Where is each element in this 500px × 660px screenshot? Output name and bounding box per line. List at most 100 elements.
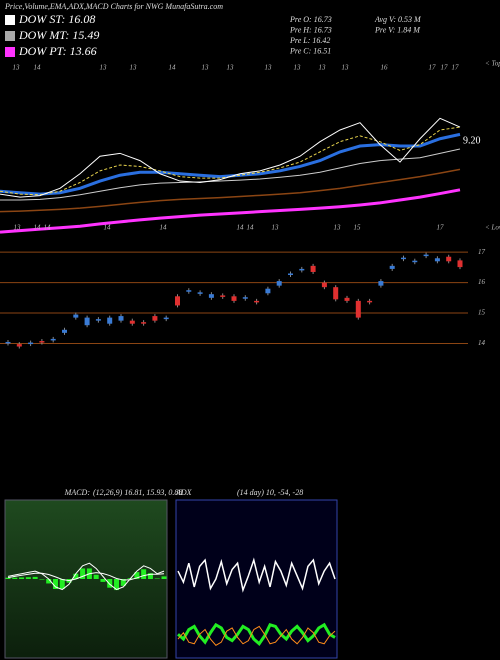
legend-entry: DOW MT: 15.49: [18, 28, 99, 42]
legend-swatch: [5, 31, 15, 41]
candle-body: [367, 300, 373, 303]
low-label: 13: [272, 224, 280, 232]
top-label: 13: [265, 64, 273, 72]
line-series: [0, 117, 461, 198]
y-tick-label: 17: [478, 248, 486, 256]
candle-body: [107, 317, 113, 324]
candle-body: [197, 292, 203, 294]
candle-body: [265, 288, 271, 294]
line-series: [177, 625, 336, 647]
candle-body: [118, 316, 124, 321]
histogram-bar: [114, 579, 120, 591]
adx-label: ADX: [175, 488, 193, 497]
candle-body: [62, 329, 67, 333]
histogram-bar: [107, 579, 113, 588]
candle-body: [39, 341, 45, 343]
histogram-bar: [80, 568, 86, 579]
info-entry: Pre O: 16.73: [289, 15, 332, 24]
candle-body: [333, 287, 339, 300]
candle-body: [73, 314, 79, 318]
histogram-bar: [147, 573, 153, 579]
info-entry: Pre H: 16.73: [289, 25, 332, 34]
legend-swatch: [5, 47, 15, 57]
candle-body: [288, 273, 293, 275]
macd-line: [7, 562, 165, 591]
histogram-bar: [93, 574, 99, 579]
line-series: [0, 168, 461, 213]
candle-body: [175, 296, 180, 306]
top-label: 13: [13, 64, 21, 72]
line-series: [0, 126, 461, 196]
line-series: [0, 148, 461, 201]
volume-entry: Pre V: 1.84 M: [374, 25, 421, 34]
legend-swatch: [5, 15, 15, 25]
candle-body: [254, 300, 260, 303]
candle-body: [5, 341, 11, 344]
candle-body: [129, 320, 135, 324]
candle-body: [50, 338, 56, 341]
candle-body: [457, 260, 463, 268]
macd-params: (12,26,9) 16.81, 15.93, 0.88: [93, 488, 182, 497]
adx-params: (14 day) 10, -54, -28: [237, 488, 303, 497]
histogram-bar: [120, 579, 126, 586]
top-label: 14: [169, 64, 177, 72]
line-series: [177, 557, 336, 593]
candle-body: [446, 256, 452, 262]
candle-body: [186, 290, 192, 292]
low-label: 13: [14, 224, 22, 232]
top-label: 17: [452, 64, 460, 72]
candle-body: [16, 344, 22, 347]
candle-body: [141, 322, 147, 324]
top-label: 17: [441, 64, 449, 72]
low-label: 14: [247, 224, 255, 232]
candle-body: [310, 265, 316, 272]
signal-line: [7, 572, 165, 582]
candle-body: [378, 281, 384, 286]
histogram-bar: [134, 572, 140, 579]
histogram-bar: [19, 577, 25, 579]
low-label: 15: [354, 224, 362, 232]
candle-body: [95, 319, 101, 321]
histogram-bar: [73, 573, 79, 579]
low-label: 17: [437, 224, 445, 232]
histogram-bar: [161, 576, 167, 579]
top-label: 13: [227, 64, 235, 72]
top-label: 13: [294, 64, 302, 72]
candle-body: [321, 282, 327, 288]
candle-body: [355, 300, 361, 318]
low-label: 13: [334, 224, 342, 232]
macd-panel: [4, 499, 168, 659]
candle-body: [208, 294, 214, 298]
histogram-bar: [141, 569, 147, 579]
top-label: 13: [130, 64, 138, 72]
y-tick-label: 14: [478, 339, 486, 347]
histogram-bar: [12, 577, 18, 579]
candle-body: [163, 317, 169, 320]
low-label: 14: [104, 224, 112, 232]
y-tick-label: 15: [478, 309, 486, 317]
legend-entry: DOW ST: 16.08: [18, 12, 95, 26]
low-label: 14: [34, 224, 42, 232]
lows-label: < Lows: [485, 224, 500, 232]
top-label: 13: [100, 64, 108, 72]
histogram-bar: [32, 576, 38, 579]
volume-entry: Avg V: 0.53 M: [374, 15, 422, 24]
title: Price,Volume,EMA,ADX,MACD Charts for NWG…: [4, 2, 223, 11]
candle-body: [389, 265, 395, 269]
histogram-bar: [39, 579, 45, 580]
histogram-bar: [100, 579, 106, 582]
histogram-bar: [154, 578, 160, 579]
macd-label: MACD:: [64, 488, 91, 497]
legend-entry: DOW PT: 13.66: [18, 44, 97, 58]
candle-body: [344, 297, 350, 301]
info-entry: Pre C: 16.51: [289, 46, 331, 55]
top-label: 16: [381, 64, 389, 72]
candle-body: [401, 257, 406, 260]
candle-body: [84, 317, 90, 326]
candle-body: [152, 316, 158, 321]
histogram-bar: [52, 579, 58, 590]
top-label: 13: [202, 64, 210, 72]
histogram-bar: [59, 579, 65, 590]
low-label: 14: [160, 224, 168, 232]
